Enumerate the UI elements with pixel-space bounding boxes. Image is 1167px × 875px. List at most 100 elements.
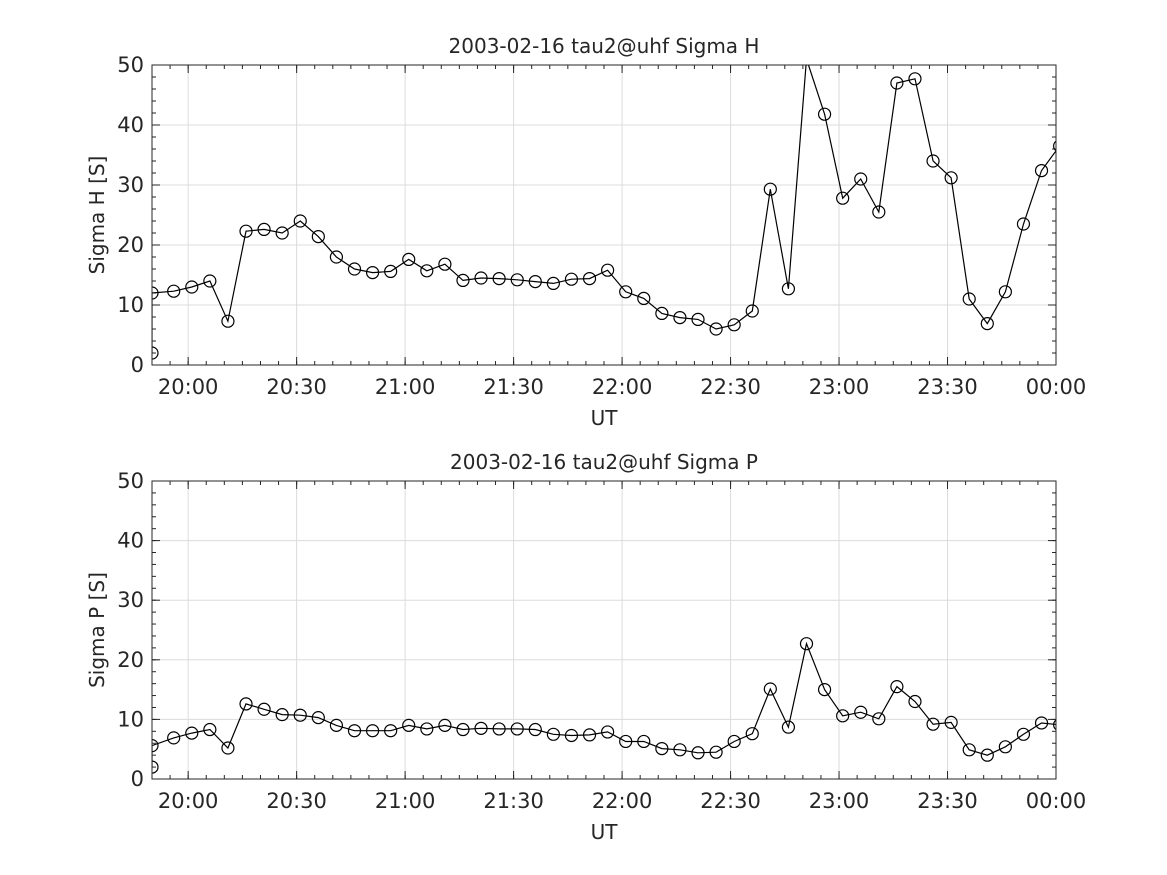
data-point — [872, 712, 886, 726]
x-tick-label: 20:30 — [266, 375, 327, 399]
data-point — [582, 272, 597, 286]
data-point — [944, 171, 958, 185]
y-tick-label: 0 — [131, 353, 144, 377]
x-tick-label: 21:30 — [483, 375, 544, 399]
x-tick-label: 22:00 — [592, 375, 653, 399]
data-point — [817, 107, 832, 121]
data-point — [799, 637, 814, 651]
data-point — [528, 275, 542, 289]
y-axis-label: Sigma H [S] — [85, 156, 109, 275]
data-point — [1034, 164, 1049, 178]
data-point — [152, 760, 159, 774]
sigma-h-panel: 0 10 20 30 40 50 20:00 20:30 21:00 21:30 22:00 22:3… — [85, 34, 1086, 430]
data-point — [926, 717, 940, 731]
data-point — [1053, 140, 1056, 152]
chart-title: 2003-02-16 tau2@uhf Sigma P — [450, 450, 758, 474]
data-point — [854, 172, 868, 186]
data-point — [510, 722, 524, 736]
data-point — [275, 226, 289, 240]
data-point — [908, 72, 922, 86]
data-point — [347, 262, 362, 276]
data-layer — [152, 637, 1056, 774]
data-point — [564, 272, 579, 286]
axes-box — [151, 480, 1057, 780]
data-point — [944, 715, 958, 729]
data-point — [546, 276, 560, 290]
series-line — [152, 641, 1056, 768]
sigma-p-panel: 0 10 20 30 40 50 20:00 20:30 21:00 21:30 22:00 22:3… — [85, 450, 1086, 844]
data-point — [185, 280, 199, 294]
data-point — [365, 266, 380, 280]
data-point — [1016, 727, 1031, 741]
y-tick-label: 10 — [117, 293, 144, 317]
y-tick-label: 0 — [131, 767, 144, 791]
data-point — [474, 721, 488, 735]
data-point — [601, 725, 615, 739]
y-tick-label: 50 — [117, 53, 144, 77]
data-point — [908, 694, 922, 709]
x-axis-label: UT — [591, 406, 619, 430]
data-point — [745, 304, 759, 318]
data-point — [438, 257, 452, 271]
data-point — [872, 205, 886, 219]
data-point — [817, 682, 832, 697]
data-point — [365, 724, 380, 738]
data-point — [311, 711, 325, 725]
data-point — [492, 272, 506, 286]
data-point — [673, 743, 687, 757]
data-point — [420, 264, 434, 278]
x-tick-label: 20:30 — [266, 789, 327, 813]
data-point — [709, 322, 723, 336]
x-tick-label: 21:30 — [483, 789, 544, 813]
y-tick-label: 30 — [117, 173, 144, 197]
data-point — [980, 317, 994, 331]
data-point — [402, 718, 416, 732]
data-point — [564, 728, 579, 743]
series-line — [152, 65, 1056, 353]
axes-box — [151, 64, 1057, 366]
x-tick-label: 22:00 — [592, 789, 653, 813]
data-point — [1053, 719, 1056, 731]
x-tick-label: 23:00 — [809, 789, 870, 813]
data-point — [691, 312, 705, 326]
data-point — [152, 286, 159, 300]
data-point — [492, 722, 506, 736]
x-tick-label: 20:00 — [158, 375, 219, 399]
data-point — [275, 708, 289, 722]
plot-area — [152, 481, 1056, 779]
data-point — [727, 318, 741, 332]
y-tick-label: 20 — [117, 233, 144, 257]
data-point — [962, 292, 976, 306]
data-point — [637, 734, 651, 749]
data-point — [257, 702, 271, 716]
data-point — [311, 230, 325, 244]
data-point — [510, 273, 524, 287]
data-point — [528, 722, 542, 737]
data-point — [998, 285, 1012, 299]
chart-title: 2003-02-16 tau2@uhf Sigma H — [449, 34, 760, 58]
x-tick-label: 21:00 — [375, 375, 436, 399]
y-tick-label: 30 — [117, 588, 144, 612]
data-point — [167, 284, 181, 298]
data-layer — [152, 65, 1056, 360]
data-point — [438, 718, 452, 732]
data-point — [293, 214, 307, 228]
x-tick-label: 23:30 — [917, 375, 978, 399]
data-point — [152, 739, 159, 753]
data-point — [420, 722, 434, 736]
x-tick-label: 20:00 — [158, 789, 219, 813]
data-point — [257, 222, 271, 236]
data-point — [673, 311, 687, 325]
y-axis-label: Sigma P [S] — [85, 572, 109, 688]
x-axis-label: UT — [591, 820, 619, 844]
data-point — [890, 76, 904, 90]
data-point — [239, 697, 253, 711]
data-point — [203, 722, 217, 737]
data-point — [655, 742, 669, 756]
plot-area — [152, 65, 1056, 365]
data-point — [745, 727, 759, 741]
data-point — [655, 306, 669, 320]
data-point — [221, 314, 235, 328]
data-point — [293, 708, 307, 722]
